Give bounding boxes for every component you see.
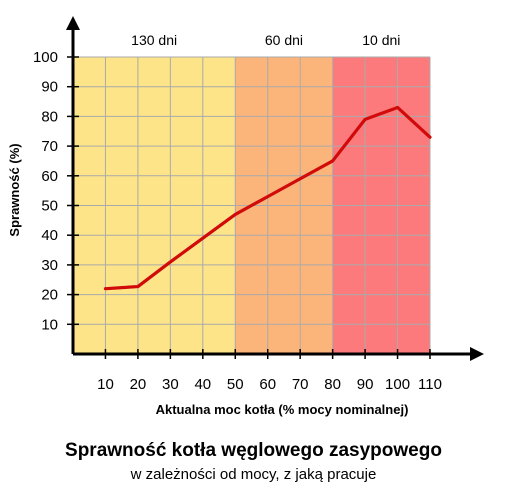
y-tick-label: 80 [41,108,58,125]
y-tick-label: 50 [41,198,58,215]
x-tick-label: 80 [324,376,341,393]
x-tick-label: 10 [97,376,114,393]
y-tick-label: 20 [41,287,58,304]
x-tick-label: 40 [194,376,211,393]
x-tick-label: 70 [292,376,309,393]
series-line-0 [103,105,432,291]
x-tick-label: 30 [162,376,179,393]
x-tick-label: 110 [418,376,442,393]
x-tick-label: 20 [130,376,147,393]
x-axis-arrow [470,347,484,361]
series-layer [103,105,432,291]
y-tick-label: 60 [41,168,58,185]
x-axis-title: Aktualna moc kotła (% mocy nominalnej) [156,402,409,417]
band-labels: 130 dni 60 dni 10 dni [131,32,400,48]
chart-title: Sprawność kotła węglowego zasypowego [65,440,442,461]
y-tick-label: 10 [41,316,58,333]
x-tick-label: 90 [357,376,374,393]
x-tick-labels: 10 20 30 40 50 60 70 80 90 100 110 [97,376,442,393]
y-tick-label: 90 [41,79,58,96]
y-tick-label: 100 [33,49,58,66]
x-tick-label: 60 [259,376,276,393]
y-axis-title: Sprawność (%) [7,143,22,236]
y-axis-arrow [66,16,80,30]
band-label-1: 60 dni [265,32,303,48]
band-label-0: 130 dni [131,32,177,48]
x-tick-label: 100 [385,376,410,393]
band-label-2: 10 dni [362,32,400,48]
y-tick-label: 40 [41,227,58,244]
efficiency-chart: 130 dni 60 dni 10 dni 10 20 30 40 50 60 70 80 90 10… [7,16,484,417]
x-tick-label: 50 [227,376,244,393]
y-tick-label: 70 [41,138,58,155]
y-tick-label: 30 [41,257,58,274]
chart-subtitle: w zależności od mocy, z jaką pracuje [130,466,377,483]
chart-axes [66,16,484,361]
y-tick-labels: 10 20 30 40 50 60 70 80 90 100 [33,49,58,333]
